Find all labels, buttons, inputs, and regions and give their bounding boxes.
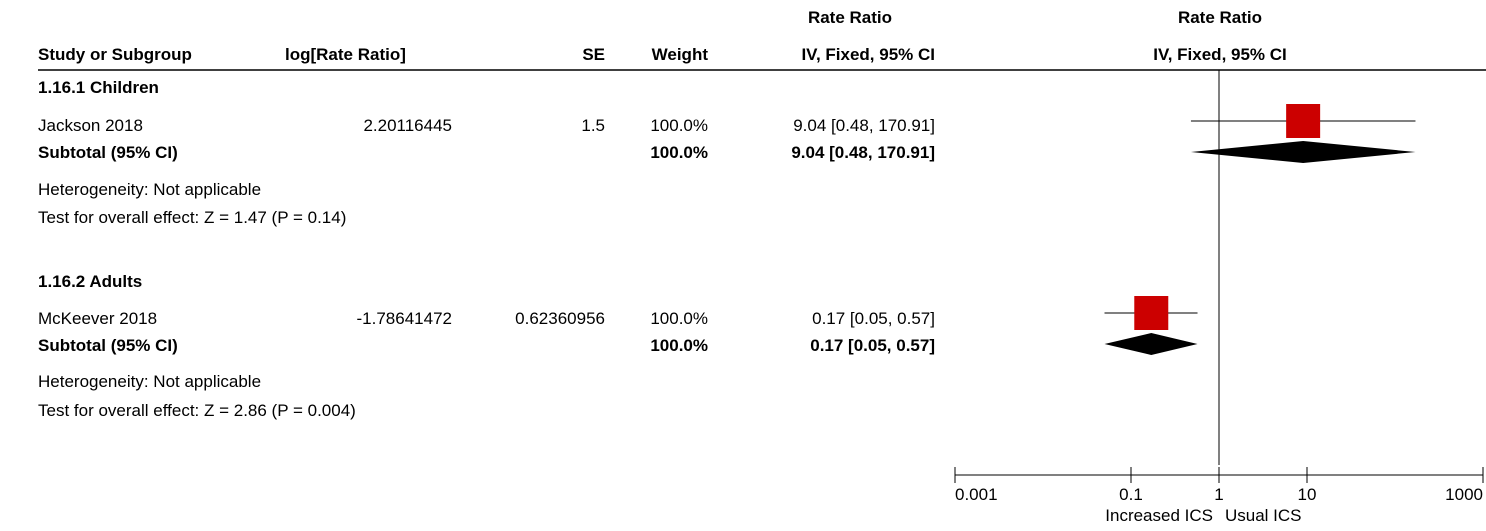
study-estimate-box — [1134, 296, 1169, 330]
study-se: 0.62360956 — [515, 309, 605, 328]
header-log-rate-ratio: log[Rate Ratio] — [285, 45, 406, 64]
study-se: 1.5 — [581, 116, 605, 135]
subtotal-diamond — [1190, 141, 1416, 163]
subtotal-ci-text: 0.17 [0.05, 0.57] — [810, 336, 935, 355]
header-rate-ratio-right: Rate Ratio — [1177, 8, 1263, 27]
header-se: SE — [582, 45, 605, 64]
header-rate-ratio-left: Rate Ratio — [807, 8, 893, 27]
x-axis-ticks: 0.001 0.1 1 10 1000 — [954, 467, 1484, 504]
axis-label-right: Usual ICS — [1225, 506, 1302, 525]
subtotal-weight: 100.0% — [650, 143, 708, 162]
subtotal-label: Subtotal (95% CI) — [38, 143, 178, 162]
x-axis-tick-label: 0.001 — [955, 485, 998, 504]
header-study-or-subgroup: Study or Subgroup — [38, 45, 192, 64]
subtotal-diamond — [1104, 333, 1198, 355]
overall-effect-text: Test for overall effect: Z = 2.86 (P = 0… — [38, 401, 356, 420]
subgroup-title: 1.16.2 Adults — [38, 272, 143, 291]
study-ci-text: 0.17 [0.05, 0.57] — [812, 309, 935, 328]
subtotal-ci-text: 9.04 [0.48, 170.91] — [791, 143, 935, 162]
study-log-rr: 2.20116445 — [363, 116, 452, 135]
study-name: Jackson 2018 — [38, 116, 143, 135]
subgroup-title: 1.16.1 Children — [38, 78, 159, 97]
x-axis-tick-label: 1 — [1214, 485, 1223, 504]
header-weight: Weight — [651, 45, 708, 64]
study-ci-text: 9.04 [0.48, 170.91] — [793, 116, 935, 135]
study-log-rr: -1.78641472 — [356, 309, 452, 328]
study-estimate-box — [1286, 104, 1321, 138]
x-axis-tick-label: 0.1 — [1119, 485, 1143, 504]
subtotal-weight: 100.0% — [650, 336, 708, 355]
heterogeneity-text: Heterogeneity: Not applicable — [38, 372, 262, 391]
axis-label-left: Increased ICS — [1105, 506, 1213, 525]
subtotal-label: Subtotal (95% CI) — [38, 336, 178, 355]
header-iv-fixed-right: IV, Fixed, 95% CI — [1153, 45, 1287, 64]
heterogeneity-text: Heterogeneity: Not applicable — [38, 180, 262, 199]
x-axis-tick-label: 10 — [1298, 485, 1317, 504]
x-axis-tick-label: 1000 — [1445, 485, 1483, 504]
study-weight: 100.0% — [650, 309, 708, 328]
study-weight: 100.0% — [650, 116, 708, 135]
study-name: McKeever 2018 — [38, 309, 158, 328]
overall-effect-text: Test for overall effect: Z = 1.47 (P = 0… — [38, 208, 347, 227]
header-iv-fixed-left: IV, Fixed, 95% CI — [801, 45, 935, 64]
